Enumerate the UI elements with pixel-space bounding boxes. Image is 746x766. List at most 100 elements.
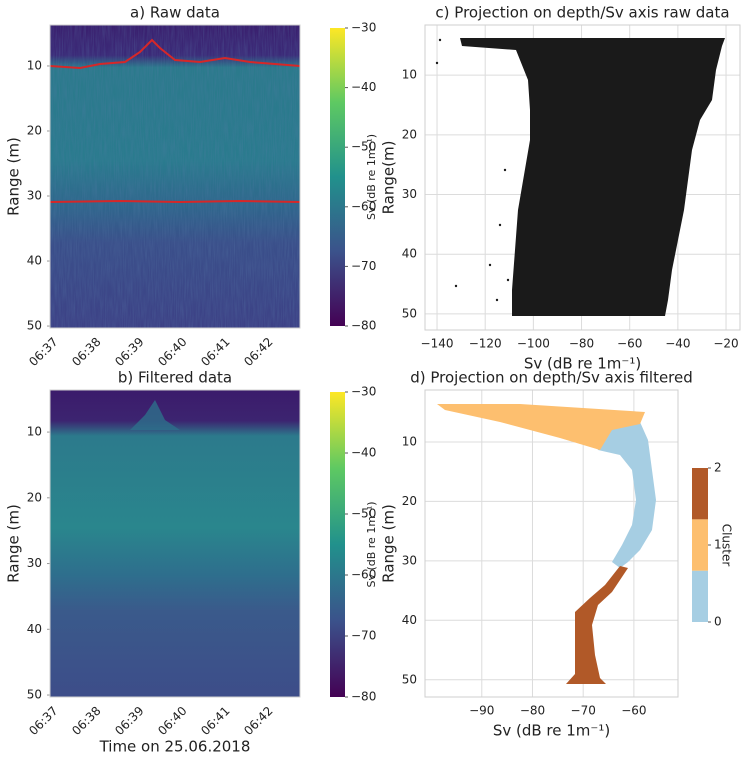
point-cloud-part <box>498 223 502 227</box>
x-tick-label: 06:37 <box>26 704 60 738</box>
colorbar-tick-label: −70 <box>351 629 376 643</box>
y-tick-label: 30 <box>402 553 417 567</box>
colorbar-tick-label: 2 <box>714 461 722 475</box>
colorbar-segment <box>692 468 708 520</box>
point-cloud-part <box>435 61 439 65</box>
y-axis-label: Range (m) <box>5 137 23 216</box>
y-tick-label: 30 <box>402 187 417 201</box>
colorbar-tick-label: −80 <box>351 319 376 333</box>
colorbar-label: Sv (dB re 1m⁻¹) <box>365 134 378 220</box>
y-tick-label: 40 <box>27 622 42 636</box>
x-tick-label: −80 <box>520 704 545 718</box>
x-tick-label: 06:38 <box>69 335 103 369</box>
colorbar-tick-label: 1 <box>714 538 722 552</box>
threshold-line <box>49 199 301 204</box>
x-tick-label: −100 <box>517 337 550 351</box>
y-axis-label: Range (m) <box>380 504 398 583</box>
colorbar-tick-label: −50 <box>351 140 376 154</box>
y-tick-label: 50 <box>27 319 42 333</box>
colorbar-tick-label: −70 <box>351 259 376 273</box>
x-tick-label: 06:40 <box>155 335 189 369</box>
y-tick-label: 20 <box>27 490 42 504</box>
x-tick-label: 06:39 <box>112 704 146 738</box>
y-axis-label: Range(m) <box>380 141 398 215</box>
colorbar-label: Sv (dB re 1m⁻¹) <box>365 501 378 587</box>
point-cloud-part <box>460 38 725 316</box>
cluster-region <box>566 566 628 684</box>
x-axis-label: Sv (dB re 1m⁻¹) <box>493 722 610 740</box>
colorbar-tick-label: −40 <box>351 446 376 460</box>
y-tick-label: 20 <box>402 494 417 508</box>
colorbar-segment <box>692 570 708 622</box>
chart-title: d) Projection on depth/Sv axis filtered <box>410 369 693 387</box>
y-tick-label: 20 <box>27 123 42 137</box>
colorbar-tick-label: −50 <box>351 507 376 521</box>
heatmap-texture <box>50 25 300 328</box>
y-tick-label: 30 <box>27 189 42 203</box>
y-tick-label: 10 <box>27 425 42 439</box>
y-tick-label: 50 <box>27 688 42 702</box>
x-tick-label: −90 <box>469 704 494 718</box>
plot-frame <box>49 389 301 698</box>
x-tick-label: 06:37 <box>26 335 60 369</box>
x-tick-label: −120 <box>469 337 502 351</box>
y-tick-label: 20 <box>402 127 417 141</box>
colorbar-label: Cluster <box>720 524 734 567</box>
point-cloud-part <box>454 284 458 288</box>
x-tick-label: −70 <box>571 704 596 718</box>
chart-title: a) Raw data <box>130 4 220 22</box>
y-tick-label: 40 <box>402 247 417 261</box>
y-tick-label: 10 <box>402 434 417 448</box>
chart-title: c) Projection on depth/Sv axis raw data <box>435 4 729 22</box>
chart-title: b) Filtered data <box>118 369 232 387</box>
heatmap-feature <box>130 400 180 430</box>
colorbar-tick-label: −40 <box>351 80 376 94</box>
x-tick-label: −60 <box>621 704 646 718</box>
y-tick-label: 50 <box>402 672 417 686</box>
point-cloud-part <box>503 168 507 172</box>
x-tick-label: −60 <box>617 337 642 351</box>
plot-frame <box>424 24 741 331</box>
x-tick-label: 06:39 <box>112 335 146 369</box>
colorbar-tick-label: −60 <box>351 568 376 582</box>
x-tick-label: 06:38 <box>69 704 103 738</box>
y-tick-label: 10 <box>402 68 417 82</box>
y-tick-label: 30 <box>27 556 42 570</box>
x-axis-label: Sv (dB re 1m⁻¹) <box>524 355 641 373</box>
colorbar-tick-label: −80 <box>351 690 376 704</box>
colorbar-tick-label: −30 <box>351 21 376 35</box>
colorbar <box>330 28 345 326</box>
colorbar-tick-label: −30 <box>351 385 376 399</box>
plot-frame <box>424 389 679 698</box>
x-tick-label: −80 <box>569 337 594 351</box>
x-tick-label: 06:42 <box>241 335 275 369</box>
x-tick-label: 06:41 <box>198 335 232 369</box>
point-cloud-part <box>488 263 492 267</box>
point-cloud-part <box>438 38 442 42</box>
x-tick-label: −40 <box>665 337 690 351</box>
point-cloud-part <box>506 278 510 282</box>
colorbar <box>330 392 345 697</box>
y-tick-label: 40 <box>402 613 417 627</box>
x-tick-label: 06:42 <box>241 704 275 738</box>
heatmap-image <box>50 390 300 697</box>
y-tick-label: 10 <box>27 58 42 72</box>
point-cloud <box>435 38 725 316</box>
x-tick-label: −140 <box>421 337 454 351</box>
point-cloud-part <box>495 298 499 302</box>
plot-frame <box>49 24 301 329</box>
x-tick-label: −20 <box>713 337 738 351</box>
x-tick-label: 06:40 <box>155 704 189 738</box>
y-tick-label: 50 <box>402 306 417 320</box>
threshold-line <box>49 38 301 70</box>
colorbar-segment <box>692 519 708 571</box>
colorbar-tick-label: −60 <box>351 199 376 213</box>
y-axis-label: Range (m) <box>5 504 23 583</box>
x-axis-label: Time on 25.06.2018 <box>99 738 251 756</box>
cluster-region <box>437 404 645 450</box>
colorbar-tick-label: 0 <box>714 615 722 629</box>
x-tick-label: 06:41 <box>198 704 232 738</box>
y-tick-label: 40 <box>27 254 42 268</box>
cluster-region <box>590 422 656 568</box>
